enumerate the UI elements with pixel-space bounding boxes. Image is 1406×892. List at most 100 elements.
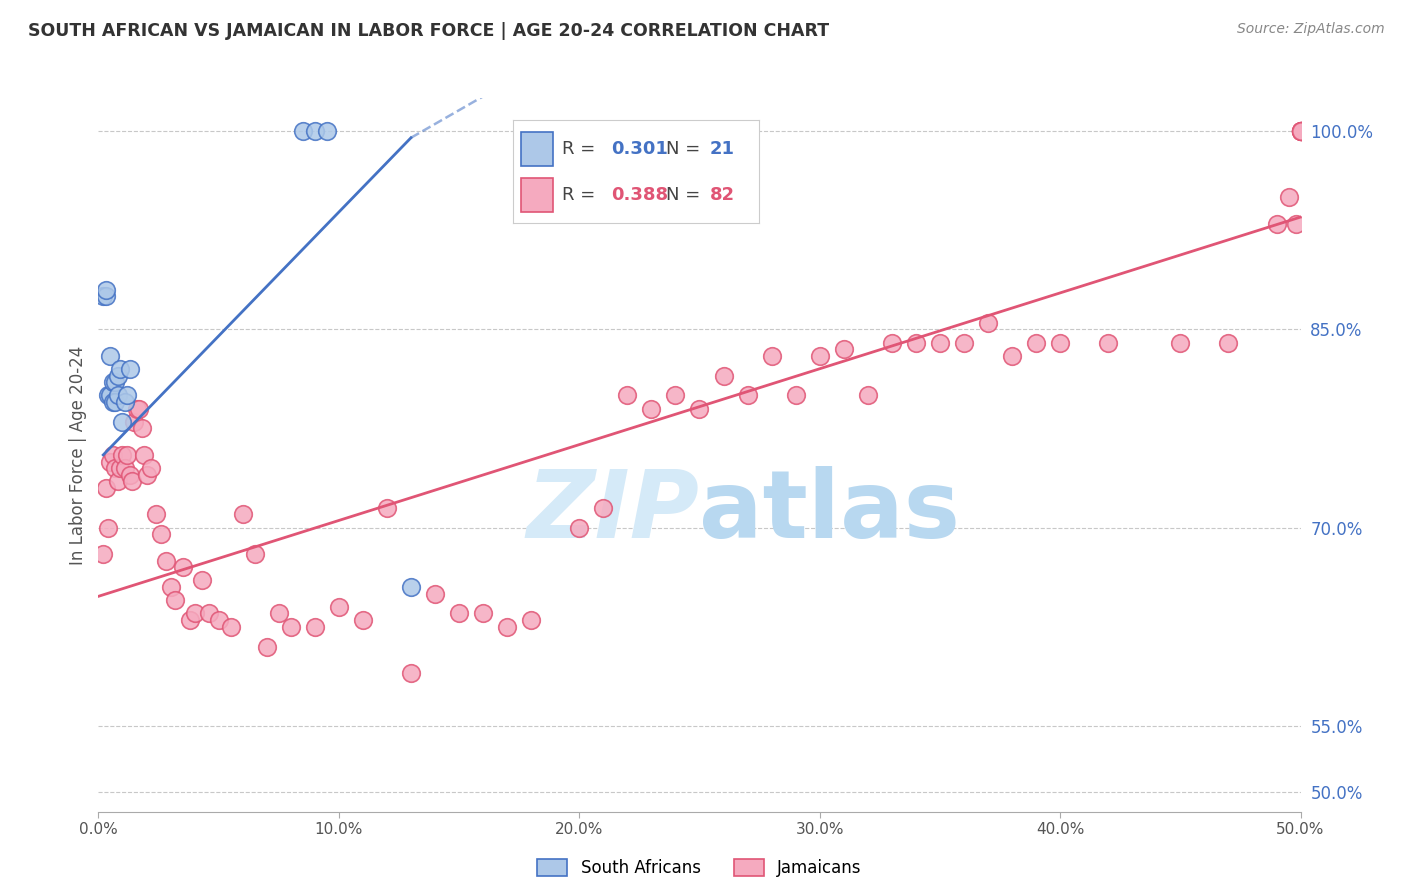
Point [399, 665, 422, 680]
Point [114, 461, 136, 475]
Point [832, 342, 855, 356]
Point [592, 500, 614, 515]
Point [141, 461, 163, 475]
Point [97, 520, 120, 534]
Point [399, 580, 422, 594]
Point [640, 401, 662, 416]
Point [107, 475, 129, 489]
Point [128, 401, 150, 416]
Point [114, 395, 136, 409]
Text: Source: ZipAtlas.com: Source: ZipAtlas.com [1237, 22, 1385, 37]
Point [94, 283, 117, 297]
Point [737, 388, 759, 402]
Point [131, 421, 153, 435]
Point [101, 376, 124, 390]
Point [328, 599, 350, 614]
Point [977, 316, 1000, 330]
Point [664, 388, 686, 402]
Legend: South Africans, Jamaicans: South Africans, Jamaicans [529, 851, 870, 886]
Point [91, 289, 114, 303]
Point [149, 527, 172, 541]
Point [761, 349, 783, 363]
Point [97, 388, 120, 402]
Point [107, 388, 129, 402]
Point [1025, 335, 1047, 350]
Point [256, 640, 278, 654]
Point [125, 401, 148, 416]
Point [1285, 217, 1308, 231]
Point [219, 620, 242, 634]
Point [1001, 349, 1024, 363]
Point [145, 508, 167, 522]
Point [104, 395, 127, 409]
Text: N =: N = [666, 186, 706, 203]
Point [159, 580, 181, 594]
Point [904, 335, 927, 350]
Point [1289, 124, 1312, 138]
Point [117, 448, 139, 462]
Point [447, 607, 470, 621]
Text: R =: R = [562, 186, 602, 203]
Text: 21: 21 [710, 140, 735, 158]
Point [1289, 124, 1312, 138]
Text: N =: N = [666, 140, 706, 158]
Point [124, 415, 146, 429]
Point [315, 124, 337, 138]
Point [1170, 335, 1192, 350]
Point [94, 481, 117, 495]
Point [135, 467, 157, 482]
Point [496, 620, 519, 634]
Point [107, 368, 129, 383]
Point [100, 349, 122, 363]
Point [291, 124, 314, 138]
Point [304, 620, 326, 634]
Point [91, 547, 114, 561]
Point [1289, 124, 1312, 138]
Text: 0.388: 0.388 [612, 186, 669, 203]
Point [1289, 124, 1312, 138]
Point [880, 335, 903, 350]
Point [352, 613, 374, 627]
Point [104, 376, 127, 390]
Point [132, 448, 155, 462]
Y-axis label: In Labor Force | Age 20-24: In Labor Force | Age 20-24 [69, 345, 87, 565]
Point [108, 362, 131, 376]
Point [101, 448, 124, 462]
Point [808, 349, 831, 363]
Point [165, 593, 187, 607]
Point [111, 415, 134, 429]
Text: SOUTH AFRICAN VS JAMAICAN IN LABOR FORCE | AGE 20-24 CORRELATION CHART: SOUTH AFRICAN VS JAMAICAN IN LABOR FORCE… [28, 22, 830, 40]
Point [101, 395, 124, 409]
Point [568, 520, 591, 534]
Point [856, 388, 879, 402]
Point [100, 388, 122, 402]
Point [267, 607, 290, 621]
Point [1289, 124, 1312, 138]
Point [1289, 124, 1312, 138]
Text: atlas: atlas [699, 466, 960, 558]
Point [1218, 335, 1240, 350]
Point [472, 607, 495, 621]
FancyBboxPatch shape [520, 178, 553, 211]
Point [1289, 124, 1312, 138]
Point [1289, 124, 1312, 138]
Point [616, 388, 638, 402]
Point [375, 500, 398, 515]
Point [1049, 335, 1071, 350]
Text: ZIP: ZIP [527, 466, 699, 558]
Point [520, 613, 543, 627]
Point [713, 368, 735, 383]
Point [94, 289, 117, 303]
Point [104, 461, 127, 475]
Point [1265, 217, 1288, 231]
Point [1277, 190, 1299, 204]
Point [198, 607, 221, 621]
Text: R =: R = [562, 140, 602, 158]
Point [928, 335, 950, 350]
Point [100, 454, 122, 468]
Point [688, 401, 710, 416]
Point [111, 448, 134, 462]
Point [118, 362, 141, 376]
Point [1097, 335, 1119, 350]
Point [208, 613, 231, 627]
